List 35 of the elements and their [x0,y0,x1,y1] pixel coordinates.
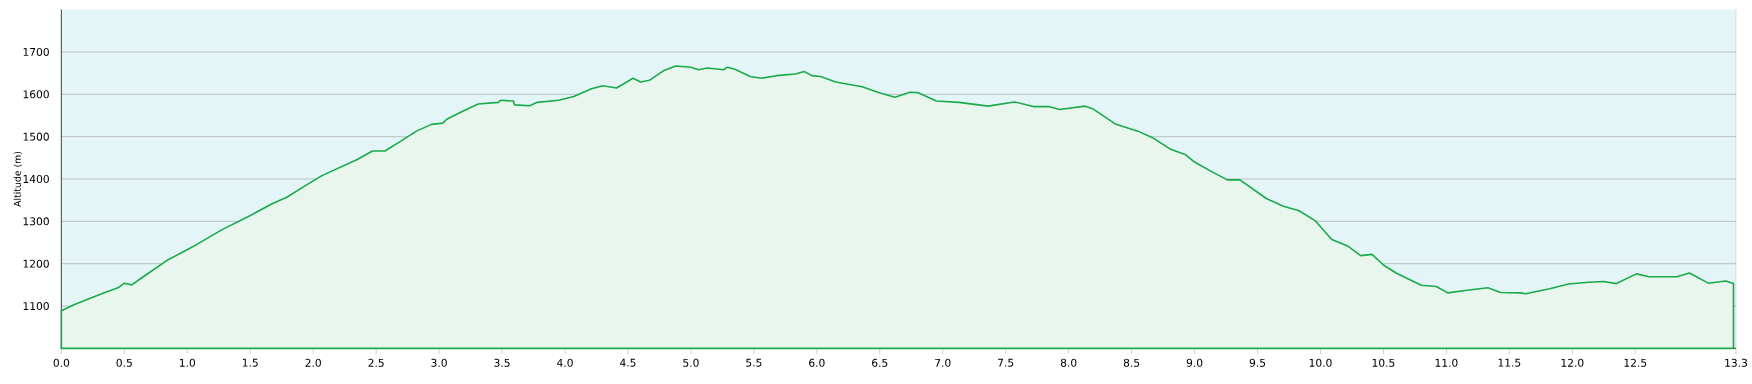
x-tick-label: 10.0 [1309,358,1332,367]
x-tick-label: 7.0 [935,358,951,367]
x-tick-label: 9.0 [1186,358,1203,367]
x-tick-label: 11.0 [1435,358,1458,367]
y-tick-label: 1400 [23,174,49,184]
x-tick-label: 8.5 [1123,358,1140,367]
x-tick-label: 6.5 [872,358,888,367]
x-tick-label: 11.5 [1498,358,1521,367]
x-tick-label: 5.5 [746,358,762,367]
x-tick-label: 3.0 [431,358,447,367]
y-tick-label: 1300 [23,217,49,226]
x-tick-label: 9.5 [1249,358,1266,367]
x-tick-label: 4.0 [557,358,573,367]
x-tick-label: 8.0 [1060,358,1077,367]
y-tick-label: 1200 [23,259,49,268]
x-tick-label: 0.0 [53,358,70,367]
y-axis-title: Altitude (m) [13,151,22,207]
x-tick-label: 0.5 [116,358,132,367]
x-tick-label: 12.0 [1561,358,1584,367]
x-tick-label: 1.5 [242,358,258,367]
x-tick-label: 10.5 [1372,358,1395,367]
y-tick-label: 1600 [23,90,49,99]
y-tick-label: 1500 [23,132,49,141]
x-tick-label: 13.3 [1725,358,1748,367]
y-tick-label: 1100 [23,302,49,311]
x-tick-label: 3.5 [494,358,510,367]
y-tick-label: 1700 [23,47,49,56]
x-tick-label: 4.5 [620,358,636,367]
x-tick-label: 5.0 [683,358,699,367]
x-tick-label: 7.5 [998,358,1014,367]
x-tick-label: 2.0 [305,358,321,367]
x-tick-label: 6.0 [809,358,825,367]
x-tick-label: 12.5 [1624,358,1647,367]
x-tick-label: 1.0 [179,358,196,367]
x-tick-label: 2.5 [368,358,384,367]
